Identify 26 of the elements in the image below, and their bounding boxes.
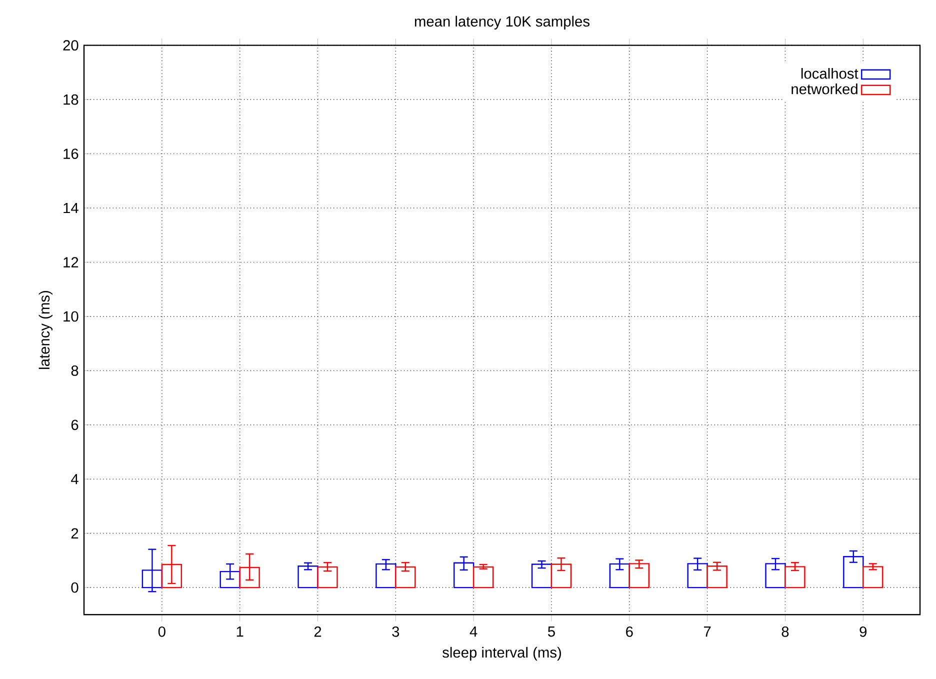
x-tick-label: 0: [158, 626, 166, 638]
x-tick-label: 1: [236, 626, 244, 637]
y-tick-label: 16: [64, 148, 78, 160]
x-tick-label: 7: [704, 626, 711, 637]
y-tick-label: 4: [71, 474, 78, 484]
y-tick-label: 20: [63, 40, 78, 51]
legend-label: localhost: [801, 68, 858, 79]
y-tick-label: 14: [64, 203, 78, 214]
x-tick-label: 5: [548, 626, 555, 637]
x-axis-title: sleep interval (ms): [442, 647, 561, 661]
x-tick-label: 3: [392, 626, 400, 638]
x-tick-label: 4: [470, 626, 478, 637]
y-tick-label: 12: [64, 257, 78, 268]
legend-label: networked: [792, 84, 858, 94]
chart-title: mean latency 10K samples: [414, 16, 590, 30]
y-tick-label: 6: [71, 420, 78, 430]
x-tick-label: 9: [860, 626, 867, 638]
y-tick-label: 18: [64, 94, 78, 105]
x-tick-label: 6: [626, 626, 633, 638]
y-tick-label: 8: [71, 366, 78, 376]
y-axis-title: latency (ms): [38, 291, 52, 370]
y-tick-label: 0: [71, 582, 78, 593]
x-tick-label: 2: [314, 626, 322, 637]
x-tick-label: 8: [782, 626, 789, 638]
y-tick-label: 10: [64, 311, 78, 322]
y-tick-label: 2: [71, 528, 78, 539]
